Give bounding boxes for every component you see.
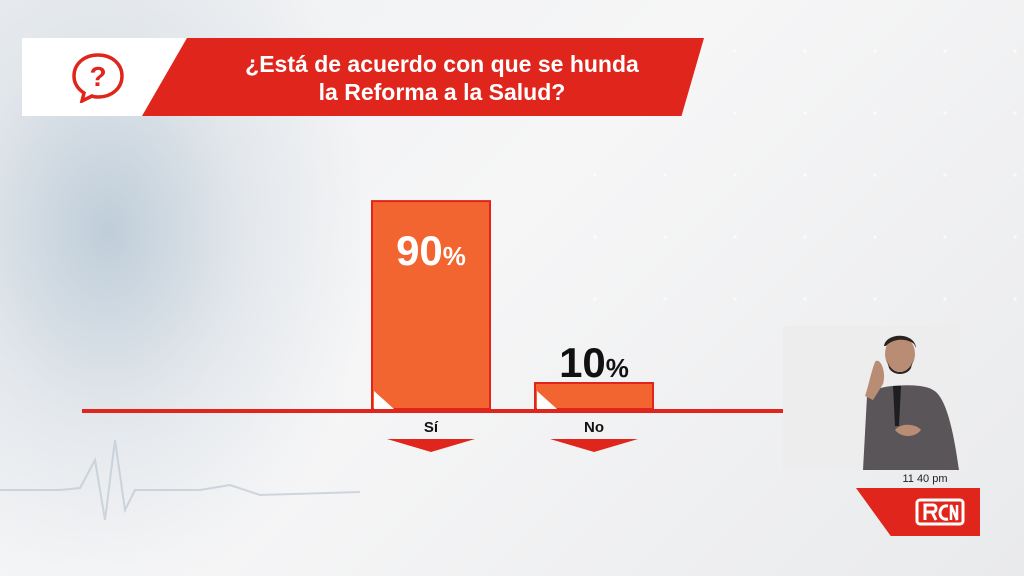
chart-title-line-1: ¿Está de acuerdo con que se hunda	[245, 51, 639, 77]
bar-no	[534, 382, 654, 410]
category-arrow-icon	[387, 439, 475, 452]
data-label: 90%	[396, 227, 466, 274]
category-label: No	[584, 419, 604, 436]
chart-title-line-2: la Reforma a la Salud?	[318, 79, 566, 105]
category-arrow-icon	[550, 439, 638, 452]
question-bubble-icon: ?	[72, 53, 124, 103]
bar-s	[371, 200, 491, 410]
category-label: Sí	[424, 419, 439, 436]
ecg-line-decoration	[0, 439, 360, 521]
x-axis-line	[82, 409, 872, 413]
rcn-logo-icon	[915, 498, 965, 526]
sign-language-interpreter-inset	[783, 326, 961, 470]
interpreter-figure	[783, 326, 961, 470]
bar-corner-accent	[374, 391, 394, 409]
question-banner: ? ¿Está de acuerdo con que se hunda la R…	[22, 38, 704, 116]
data-label: 10%	[559, 339, 629, 386]
svg-text:?: ?	[89, 61, 106, 92]
chart-title: ¿Está de acuerdo con que se hunda la Ref…	[182, 50, 702, 106]
bar-corner-accent	[537, 391, 557, 409]
banner-title-panel	[142, 38, 704, 116]
broadcast-time: 11 40 pm	[902, 473, 948, 485]
